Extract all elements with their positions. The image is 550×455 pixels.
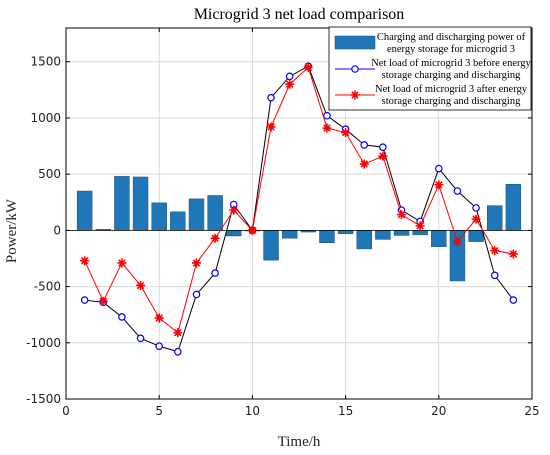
- legend: Charging and discharging power ofenergy …: [328, 26, 532, 111]
- data-point: [173, 328, 183, 338]
- bar: [337, 230, 354, 234]
- chart-title: Microgrid 3 net load comparison: [194, 6, 405, 23]
- data-point: [360, 141, 369, 149]
- bar: [375, 230, 391, 240]
- data-point: [434, 180, 444, 190]
- bar: [487, 205, 503, 231]
- data-point: [80, 296, 89, 304]
- data-point: [117, 258, 127, 268]
- data-point: [471, 214, 481, 224]
- data-point: [341, 128, 351, 138]
- x-tick-label: 15: [338, 404, 353, 418]
- bar: [431, 230, 447, 247]
- data-point: [267, 93, 275, 102]
- bar: [468, 230, 484, 242]
- bar: [263, 230, 279, 261]
- y-tick-label: 500: [38, 167, 61, 181]
- data-point: [154, 313, 164, 323]
- data-point: [397, 210, 407, 220]
- data-point: [285, 72, 294, 81]
- data-point: [378, 151, 388, 161]
- bar: [393, 230, 410, 236]
- data-point: [285, 79, 295, 89]
- bar: [114, 176, 130, 231]
- legend-entry-line2: energy storage for microgrid 3: [387, 44, 515, 55]
- data-point: [266, 122, 276, 132]
- plot-frame: [65, 27, 533, 400]
- data-point: [303, 62, 313, 72]
- data-point: [191, 258, 201, 268]
- bar: [76, 190, 93, 231]
- data-point: [472, 204, 480, 212]
- bar: [188, 198, 205, 231]
- y-tick-label: -500: [34, 280, 61, 294]
- data-point: [155, 342, 164, 350]
- legend-marker: [350, 90, 360, 100]
- data-point: [192, 290, 201, 299]
- legend-entry-line1: Net load of microgrid 3 before energy: [371, 58, 531, 69]
- y-tick-label: 1000: [30, 111, 61, 125]
- x-tick-label: 20: [431, 404, 446, 418]
- data-point: [136, 334, 145, 343]
- bar: [132, 176, 149, 231]
- bar: [412, 230, 428, 236]
- data-point: [359, 159, 369, 169]
- data-point: [136, 280, 146, 290]
- data-point: [508, 249, 518, 259]
- x-axis-label: Time/h: [278, 434, 321, 450]
- bar: [319, 230, 335, 243]
- data-point: [229, 205, 239, 215]
- legend-entry-line2: storage charging and discharging: [382, 96, 521, 107]
- y-axis-label: Power/kW: [4, 198, 20, 263]
- data-point: [323, 111, 331, 120]
- legend-entry-line1: Net load of microgrid 3 after energy: [375, 84, 528, 95]
- y-tick-label: -1000: [26, 336, 61, 350]
- bar: [151, 202, 167, 231]
- y-tick-label: 1500: [30, 55, 61, 69]
- data-point: [509, 296, 518, 304]
- legend-entry-line2: storage charging and discharging: [382, 70, 521, 81]
- bar: [226, 230, 242, 237]
- x-tick-label: 5: [155, 404, 163, 418]
- data-point: [210, 233, 220, 243]
- data-point: [98, 296, 108, 306]
- data-point: [415, 221, 425, 231]
- legend-swatch: [334, 35, 376, 50]
- series-line: [84, 66, 514, 334]
- bar: [170, 211, 186, 231]
- y-tick-label: 0: [53, 223, 61, 237]
- data-point: [379, 143, 387, 151]
- data-point: [452, 237, 462, 247]
- data-point: [434, 164, 443, 173]
- data-point: [490, 246, 500, 256]
- bar: [505, 184, 522, 231]
- data-point: [174, 347, 182, 356]
- data-point: [80, 256, 90, 266]
- legend-marker: [351, 65, 359, 73]
- data-point: [118, 313, 126, 321]
- data-point: [211, 269, 219, 277]
- bar: [356, 230, 372, 250]
- bar: [281, 230, 298, 239]
- bar: [207, 195, 223, 231]
- data-point: [490, 271, 499, 280]
- data-point: [453, 187, 462, 195]
- x-tick-label: 0: [62, 404, 70, 418]
- x-tick-label: 10: [245, 404, 260, 418]
- x-tick-label: 25: [524, 404, 539, 418]
- y-tick-label: -1500: [26, 392, 61, 406]
- legend-entry-line1: Charging and discharging power of: [377, 32, 526, 43]
- data-point: [247, 225, 257, 235]
- data-point: [322, 123, 332, 133]
